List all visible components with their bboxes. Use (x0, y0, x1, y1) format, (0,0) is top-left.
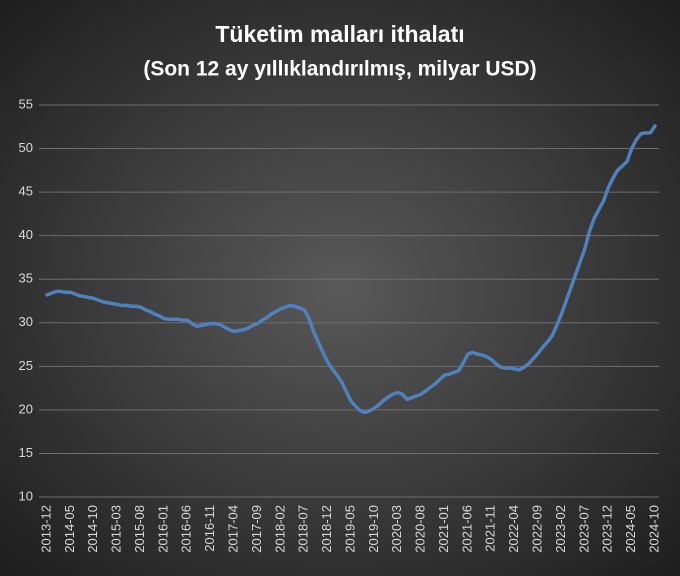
y-tick-label: 35 (19, 271, 33, 286)
x-tick-label: 2019-10 (366, 505, 381, 553)
x-tick-label: 2024-10 (646, 505, 661, 553)
x-tick-label: 2014-05 (62, 505, 77, 553)
x-tick-label: 2021-01 (436, 505, 451, 553)
y-tick-label: 20 (19, 401, 33, 416)
x-tick-label: 2018-12 (319, 505, 334, 553)
x-tick-label: 2022-09 (530, 505, 545, 553)
y-tick-label: 15 (19, 445, 33, 460)
x-tick-label: 2020-08 (413, 505, 428, 553)
x-tick-label: 2022-04 (506, 505, 521, 553)
x-tick-label: 2023-07 (576, 505, 591, 553)
y-tick-label: 25 (19, 358, 33, 373)
x-tick-label: 2019-05 (342, 505, 357, 553)
y-tick-label: 55 (19, 96, 33, 111)
y-tick-label: 30 (19, 314, 33, 329)
x-tick-label: 2018-02 (272, 505, 287, 553)
x-tick-label: 2016-06 (179, 505, 194, 553)
y-tick-label: 45 (19, 184, 33, 199)
x-tick-label: 2021-11 (483, 505, 498, 552)
x-tick-label: 2018-07 (296, 505, 311, 553)
x-tick-label: 2016-01 (155, 505, 170, 553)
y-tick-label: 50 (19, 140, 33, 155)
x-tick-label: 2017-04 (226, 505, 241, 553)
x-tick-label: 2021-06 (459, 505, 474, 553)
y-tick-label: 40 (19, 227, 33, 242)
data-line (45, 124, 657, 415)
x-tick-label: 2017-09 (249, 505, 264, 553)
x-tick-label: 2023-12 (600, 505, 615, 553)
chart-subtitle: (Son 12 ay yıllıklandırılmış, milyar USD… (143, 58, 536, 81)
x-tick-label: 2015-08 (132, 505, 147, 553)
x-tick-label: 2015-03 (109, 505, 124, 553)
y-tick-label: 10 (19, 488, 33, 503)
x-tick-label: 2023-02 (553, 505, 568, 553)
x-tick-label: 2020-03 (389, 505, 404, 553)
x-tick-label: 2013-12 (38, 505, 53, 553)
chart-title: Tüketim malları ithalatı (215, 21, 464, 47)
x-tick-label: 2016-11 (202, 505, 217, 552)
x-tick-label: 2014-10 (85, 505, 100, 553)
x-tick-label: 2024-05 (623, 505, 638, 553)
